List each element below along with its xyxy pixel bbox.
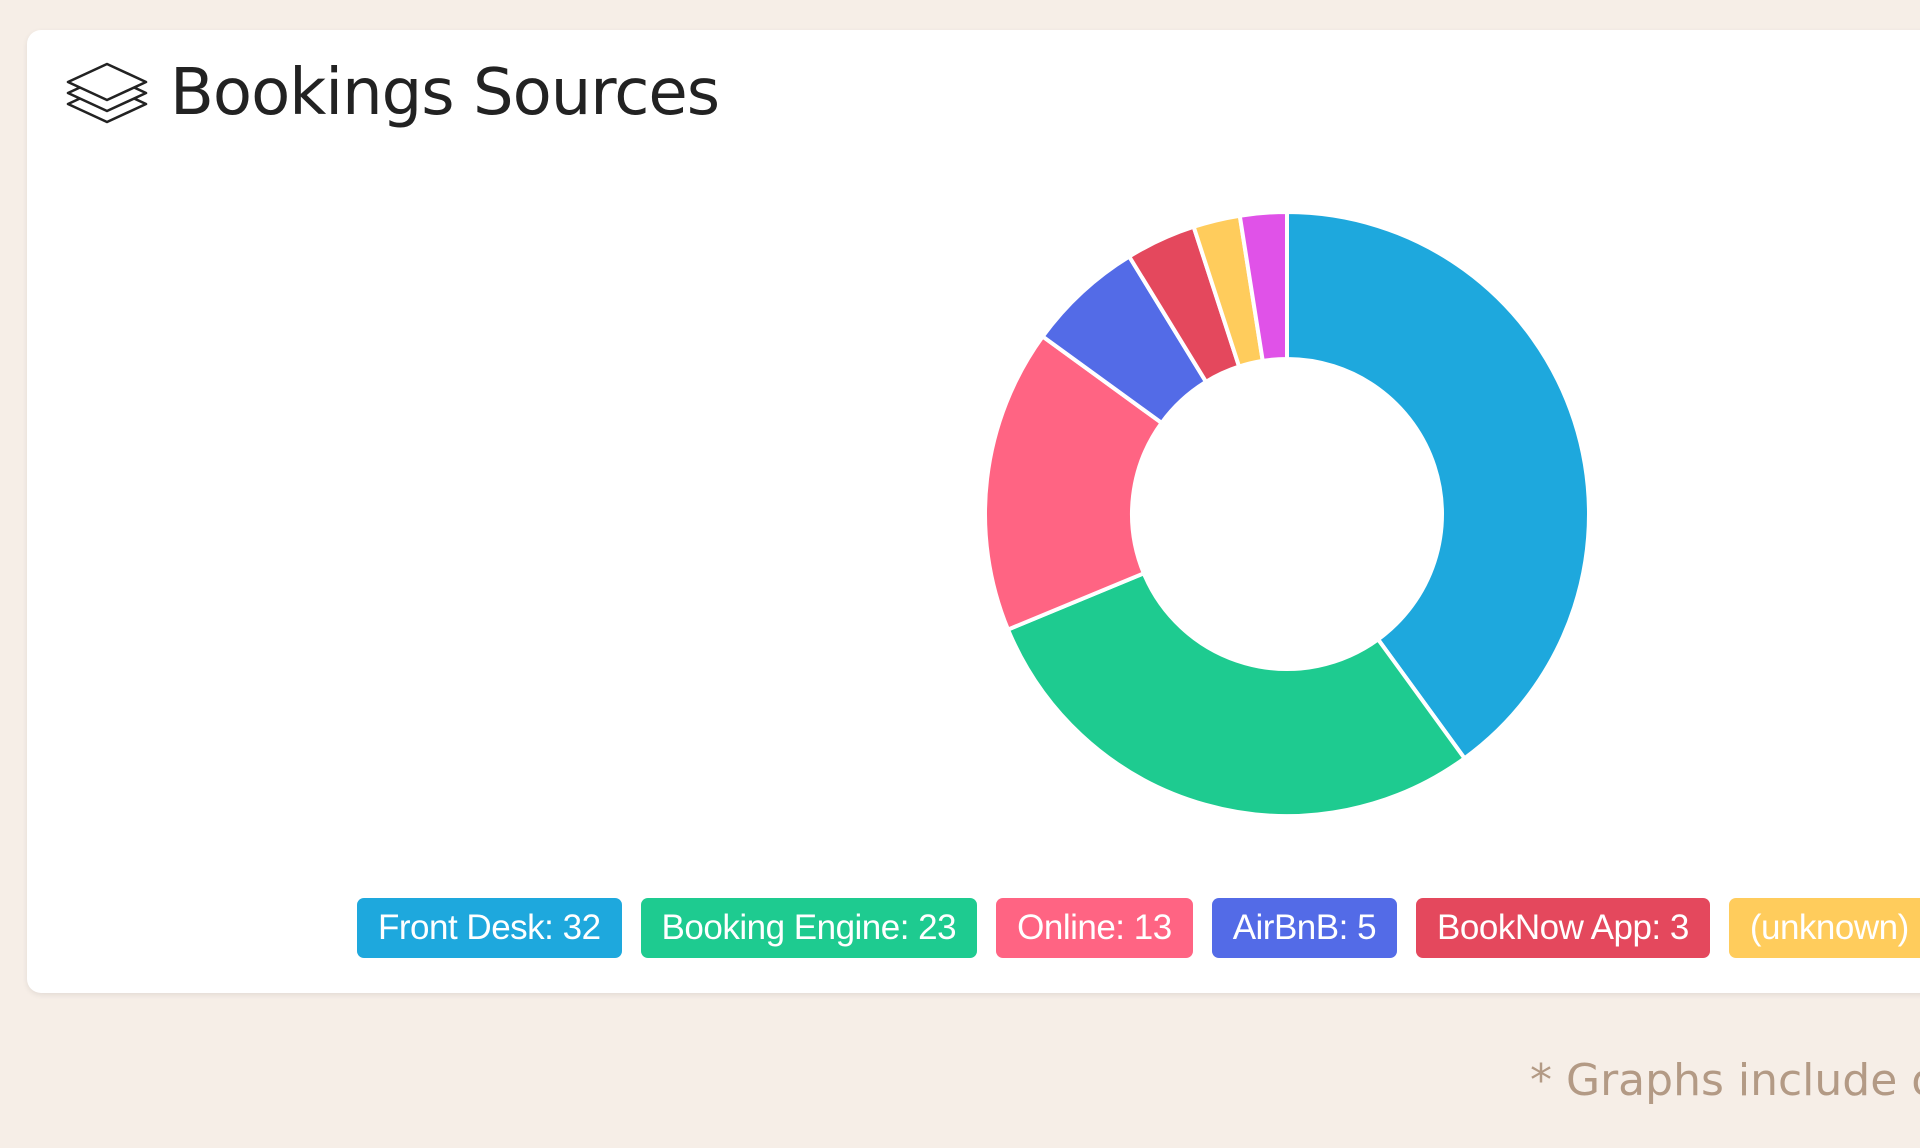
footnote: * Graphs include or	[1530, 1055, 1920, 1106]
legend-badge-airbnb-5: AirBnB: 5	[1211, 898, 1398, 958]
donut-slice-online[interactable]	[983, 333, 1165, 633]
chart-legend: Front Desk: 32 Booking Engine: 23 Online: …	[357, 898, 1920, 958]
donut-slice-booking-engine[interactable]	[1005, 570, 1468, 818]
legend-badge-booknow-app-3: BookNow App: 3	[1416, 898, 1710, 958]
legend-badge-front-desk-32: Front Desk: 32	[357, 898, 622, 958]
legend-badge-booking-engine-23: Booking Engine: 23	[640, 898, 978, 958]
layers-icon	[66, 62, 148, 124]
donut-chart	[983, 209, 1591, 818]
card-title: Bookings Sources	[170, 56, 720, 130]
donut-slice-6[interactable]	[1237, 209, 1289, 364]
donut-slice-front-desk[interactable]	[1285, 209, 1591, 762]
card-header: Bookings Sources	[64, 56, 720, 130]
legend-badge-online-13: Online: 13	[996, 898, 1193, 958]
bookings-sources-card: Bookings Sources Front Desk: 32 Booking E…	[27, 30, 1920, 993]
legend-badge-unknown: (unknown)	[1728, 898, 1920, 958]
